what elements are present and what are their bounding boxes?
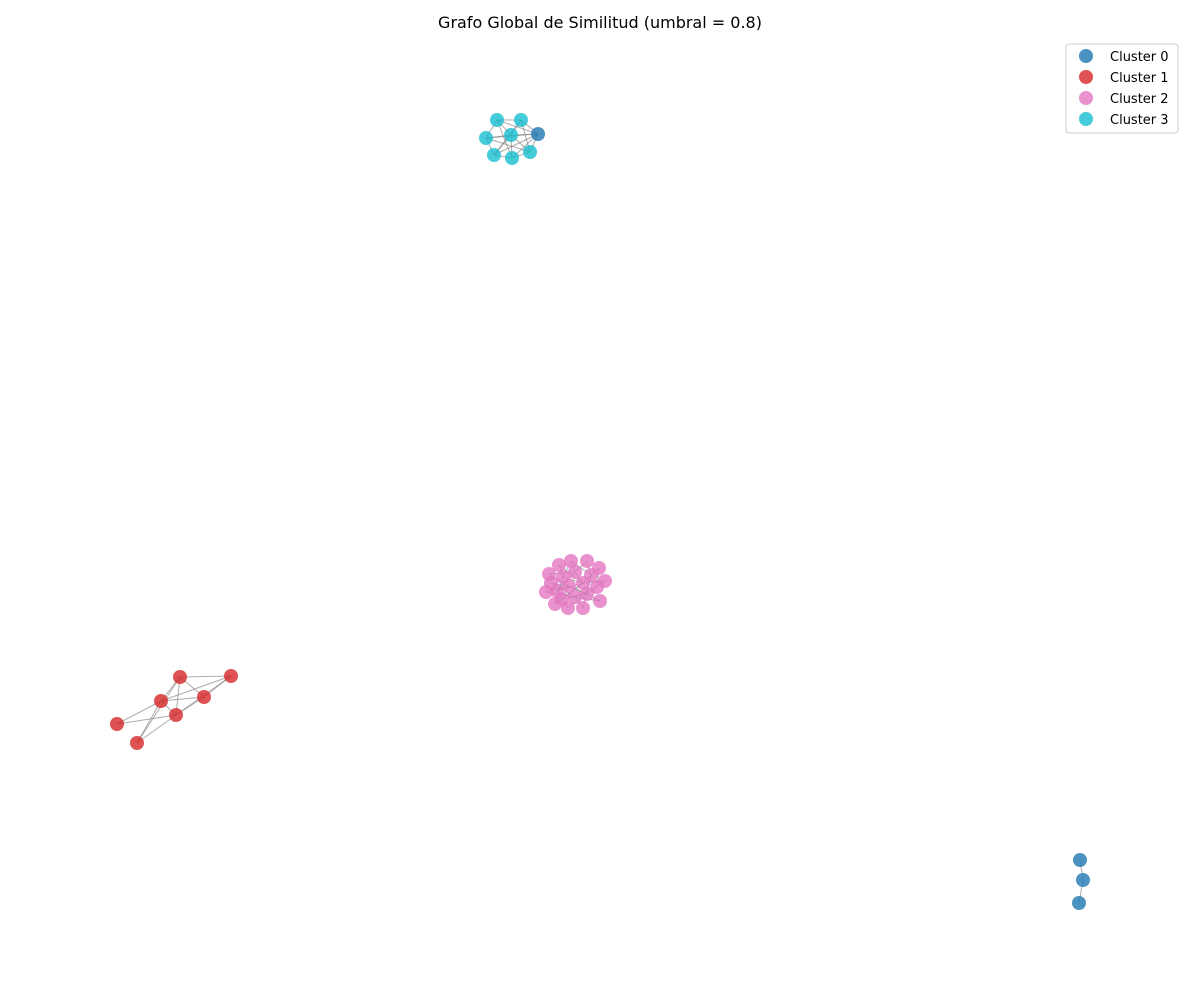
graph-edge	[136, 700, 162, 744]
cluster-1-node	[169, 708, 183, 722]
cluster-2-node	[548, 597, 562, 611]
cluster-2-node	[590, 580, 604, 594]
cluster-2-node	[561, 601, 575, 615]
cluster-2-node	[580, 554, 594, 568]
graph-nodes	[110, 113, 1090, 910]
cluster-1-node	[173, 670, 187, 684]
legend-label-cluster-3: Cluster 3	[1110, 113, 1169, 128]
cluster-1-node	[154, 694, 168, 708]
cluster-3-node	[479, 131, 493, 145]
graph-edge	[136, 714, 177, 744]
chart-title: Grafo Global de Similitud (umbral = 0.8)	[438, 13, 762, 32]
graph-edges	[116, 119, 1084, 904]
graph-edge	[160, 696, 205, 702]
cluster-2-node	[564, 554, 578, 568]
legend: Cluster 0 Cluster 1 Cluster 2 Cluster 3	[1065, 43, 1179, 134]
cluster-1-node	[110, 717, 124, 731]
cluster-1-node	[130, 736, 144, 750]
cluster-2-node	[580, 587, 594, 601]
legend-marker-cluster-2	[1079, 91, 1093, 105]
cluster-3-node	[514, 113, 528, 127]
legend-marker-cluster-1	[1079, 70, 1093, 84]
cluster-0-node	[1073, 853, 1087, 867]
graph-edge	[136, 676, 181, 744]
cluster-1-node	[224, 669, 238, 683]
cluster-1-node	[197, 690, 211, 704]
cluster-2-node	[593, 594, 607, 608]
cluster-2-node	[576, 576, 590, 590]
cluster-2-node	[539, 585, 553, 599]
cluster-3-node	[504, 128, 518, 142]
legend-label-cluster-2: Cluster 2	[1110, 92, 1169, 107]
cluster-3-node	[487, 148, 501, 162]
graph-edge	[160, 675, 232, 702]
legend-label-cluster-1: Cluster 1	[1110, 71, 1169, 86]
cluster-2-node	[568, 590, 582, 604]
graph-edge	[493, 133, 539, 156]
cluster-3-node	[490, 113, 504, 127]
cluster-2-node	[568, 565, 582, 579]
cluster-0-node	[531, 127, 545, 141]
graph-edge	[179, 675, 232, 678]
cluster-0-node	[1072, 896, 1086, 910]
cluster-2-node	[562, 579, 576, 593]
legend-frame	[1065, 43, 1179, 134]
cluster-2-node	[576, 601, 590, 615]
graph-edge	[485, 137, 531, 153]
legend-marker-cluster-3	[1079, 112, 1093, 126]
cluster-0-node	[1076, 873, 1090, 887]
graph-edge	[116, 700, 162, 725]
legend-label-cluster-0: Cluster 0	[1110, 50, 1169, 65]
cluster-2-node	[552, 558, 566, 572]
legend-marker-cluster-0	[1079, 49, 1093, 63]
graph-edge	[496, 119, 539, 135]
graph-edge	[116, 714, 177, 725]
cluster-3-node	[523, 145, 537, 159]
cluster-3-node	[505, 151, 519, 165]
